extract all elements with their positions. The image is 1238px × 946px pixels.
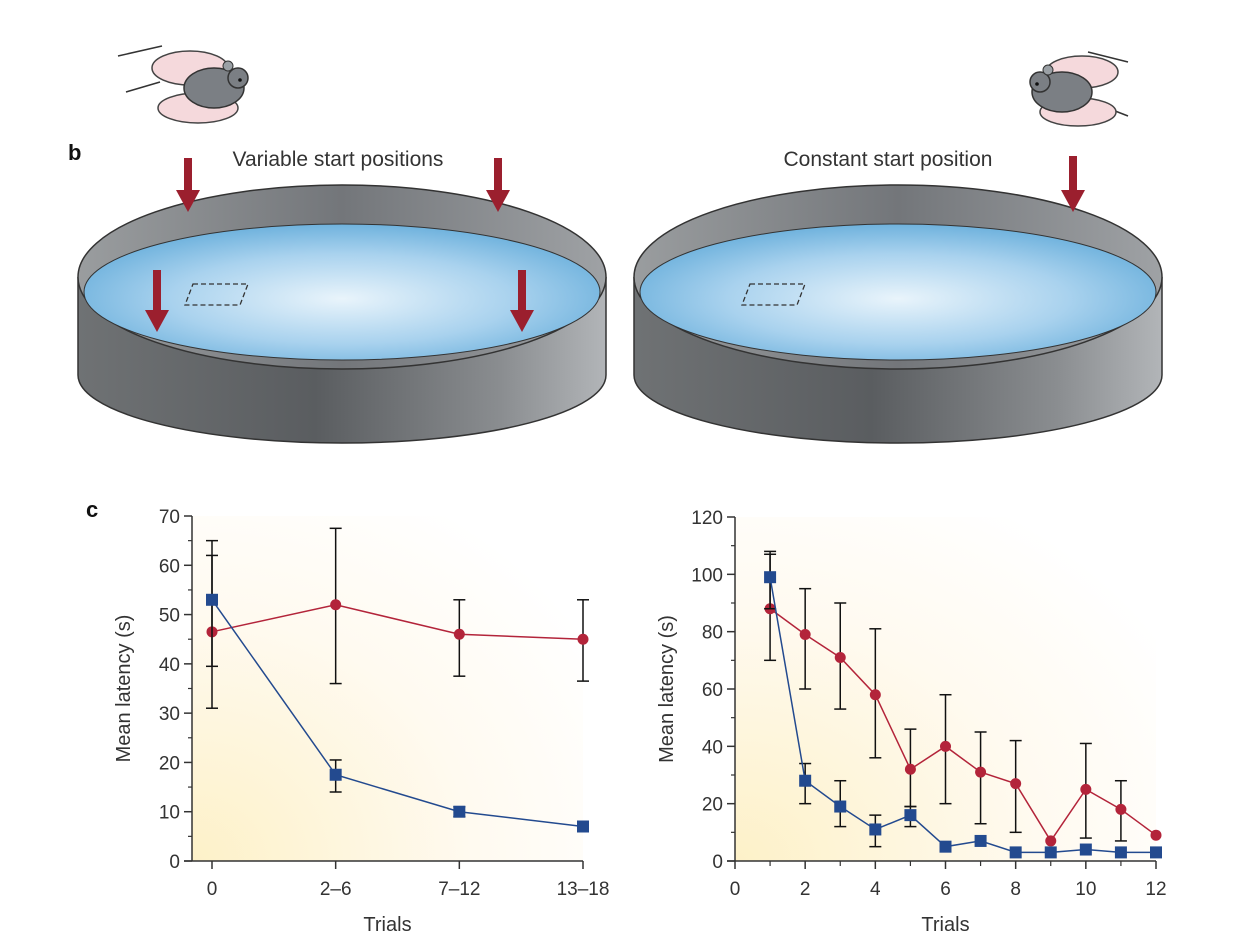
data-point xyxy=(975,766,987,778)
data-point xyxy=(799,629,811,641)
x-tick-label: 0 xyxy=(730,879,741,900)
x-axis-label: Trials xyxy=(921,914,969,936)
x-axis-label: Trials xyxy=(363,914,411,936)
y-tick-label: 30 xyxy=(159,704,180,725)
left-pool-title: Variable start positions xyxy=(233,148,444,171)
y-tick-label: 120 xyxy=(691,508,723,529)
panel-letter-b: b xyxy=(68,140,81,165)
y-tick-label: 40 xyxy=(702,737,723,758)
y-tick-label: 80 xyxy=(702,623,723,644)
data-point xyxy=(974,834,987,847)
y-tick-label: 10 xyxy=(159,803,180,824)
data-point xyxy=(577,820,589,833)
data-point xyxy=(904,763,916,775)
error-bar xyxy=(974,731,987,825)
data-point xyxy=(330,599,342,611)
data-point xyxy=(1045,835,1057,847)
y-tick-label: 40 xyxy=(159,655,180,676)
y-tick-label: 60 xyxy=(159,556,180,577)
data-point xyxy=(834,800,847,813)
x-tick-label: 2–6 xyxy=(320,879,352,900)
series-line xyxy=(769,608,1157,843)
data-point xyxy=(206,593,218,606)
data-point xyxy=(453,805,466,818)
series-blue xyxy=(764,550,1162,859)
data-point xyxy=(834,651,846,663)
series-line xyxy=(211,603,584,640)
panel-letter-c: c xyxy=(86,497,98,522)
data-point xyxy=(799,774,812,787)
x-tick-label: 8 xyxy=(1010,879,1021,900)
data-point xyxy=(1044,846,1057,859)
data-point xyxy=(869,689,881,701)
y-tick-label: 100 xyxy=(691,565,723,586)
data-point xyxy=(1080,783,1092,795)
y-tick-label: 20 xyxy=(159,753,180,774)
y-axis-label: Mean latency (s) xyxy=(113,615,135,763)
data-point xyxy=(764,571,777,584)
x-tick-label: 2 xyxy=(800,879,811,900)
x-tick-label: 6 xyxy=(940,879,951,900)
data-point xyxy=(1114,846,1127,859)
data-point xyxy=(904,809,917,822)
data-point xyxy=(329,768,342,781)
x-tick-label: 7–12 xyxy=(438,879,480,900)
hidden-platform-left xyxy=(184,283,249,306)
start-arrow-1 xyxy=(176,158,200,212)
start-arrow-5 xyxy=(1061,156,1085,212)
data-point xyxy=(1079,843,1092,856)
x-tick-label: 12 xyxy=(1145,879,1166,900)
x-tick-label: 4 xyxy=(870,879,881,900)
data-point xyxy=(1150,829,1162,841)
y-axis-label: Mean latency (s) xyxy=(656,615,678,763)
plot-background xyxy=(735,517,1156,861)
data-point xyxy=(1010,778,1022,790)
data-point xyxy=(869,823,882,836)
y-tick-label: 60 xyxy=(702,680,723,701)
x-tick-label: 0 xyxy=(207,879,218,900)
water-maze-pool-left xyxy=(77,184,607,444)
start-arrow-3 xyxy=(145,270,169,332)
hidden-platform-right xyxy=(741,283,806,306)
x-tick-label: 13–18 xyxy=(557,879,610,900)
plot-background xyxy=(192,516,583,861)
series-blue xyxy=(206,539,589,833)
series-red xyxy=(764,553,1162,847)
y-tick-label: 0 xyxy=(712,852,723,873)
data-point xyxy=(1115,803,1127,815)
data-point xyxy=(1150,846,1162,859)
data-point xyxy=(577,633,589,645)
y-tick-label: 70 xyxy=(159,507,180,528)
data-point xyxy=(453,628,465,640)
latency-chart-constant-start: 0 20 40 60 80 100 120 0 2 4 6 8 10 12 Trials Mean laten… xyxy=(656,508,1167,936)
water-maze-pool-right xyxy=(633,184,1163,444)
hands-mouse-illustration-right xyxy=(1029,51,1129,127)
data-point xyxy=(1009,846,1022,859)
series-line xyxy=(211,599,584,828)
latency-chart-variable-start: 0 10 20 30 40 50 60 70 0 2–6 7–12 13–18 Trials Mean l… xyxy=(113,507,609,936)
data-point xyxy=(940,740,951,752)
y-tick-label: 0 xyxy=(169,852,180,873)
y-tick-label: 50 xyxy=(159,606,180,627)
start-arrow-4 xyxy=(510,270,534,332)
right-pool-title: Constant start position xyxy=(784,148,993,171)
hands-mouse-illustration-left xyxy=(117,45,249,124)
start-arrow-2 xyxy=(486,158,510,212)
data-point xyxy=(939,840,952,853)
start-position-arrows xyxy=(145,156,1085,332)
x-tick-label: 10 xyxy=(1075,879,1096,900)
y-tick-label: 20 xyxy=(702,795,723,816)
